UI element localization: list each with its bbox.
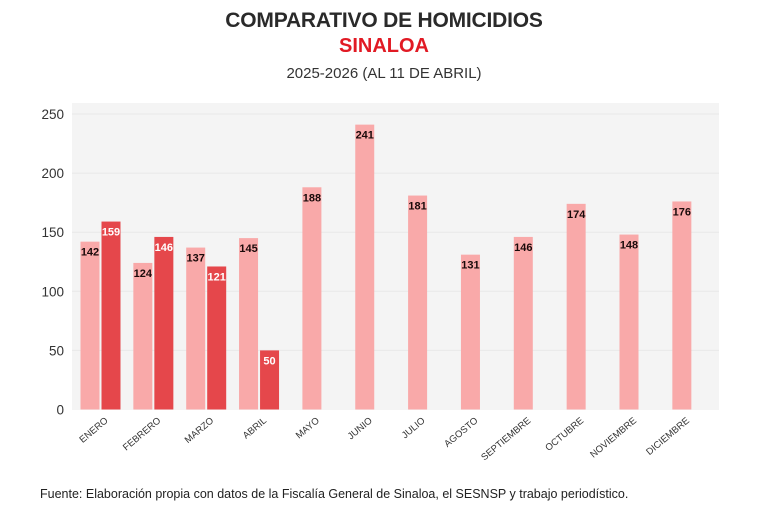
x-tick-label: JULIO	[400, 415, 428, 441]
data-label: 174	[567, 209, 586, 221]
bar-2025-diciembre	[672, 201, 692, 410]
data-label: 159	[102, 227, 120, 239]
bar-2025-junio	[355, 124, 375, 410]
data-label: 131	[461, 260, 479, 272]
bar-2025-noviembre	[619, 234, 639, 410]
bar-2025-abril	[239, 238, 259, 410]
data-label: 188	[303, 192, 321, 204]
data-label: 146	[155, 242, 173, 254]
bar-2025-enero	[80, 241, 100, 410]
x-tick-label: JUNIO	[346, 415, 375, 442]
data-label: 50	[263, 355, 275, 367]
bar-2025-agosto	[460, 254, 480, 410]
bar-2025-julio	[408, 195, 428, 410]
bar-2026-enero	[101, 221, 121, 410]
x-tick-label: SEPTIEMBRE	[479, 415, 533, 463]
x-tick-label: MARZO	[183, 415, 216, 445]
data-label: 121	[208, 271, 226, 283]
x-tick-label: AGOSTO	[442, 415, 480, 449]
gridlines	[72, 113, 719, 351]
data-label: 176	[673, 206, 691, 218]
x-tick-label: NOVIEMBRE	[588, 415, 639, 460]
bar-2026-febrero	[154, 236, 174, 410]
x-tick-label: OCTUBRE	[543, 415, 586, 453]
x-tick-label: FEBRERO	[121, 415, 163, 453]
x-axis: ENERO FEBRERO MARZO ABRIL MAYO JUNIO JULIO AGOS…	[77, 415, 691, 463]
y-tick-label: 200	[41, 166, 64, 181]
bar-2025-febrero	[133, 262, 153, 410]
bar-2026-abril	[260, 350, 280, 410]
chart-title: COMPARATIVO DE HOMICIDIOS	[225, 9, 543, 32]
bar-2025-octubre	[566, 203, 586, 410]
plot-background	[72, 103, 719, 410]
bar-2025-mayo	[302, 187, 322, 410]
y-axis: 0 50 100 150 200 250	[41, 107, 64, 418]
data-label: 137	[187, 253, 205, 265]
data-label: 145	[239, 243, 257, 255]
source-note: Fuente: Elaboración propia con datos de …	[40, 487, 629, 501]
data-label: 146	[514, 242, 532, 254]
y-tick-label: 100	[41, 284, 64, 299]
x-tick-label: DICIEMBRE	[644, 415, 692, 457]
data-label: 124	[134, 268, 153, 280]
bar-2025-septiembre	[513, 236, 533, 410]
chart-subtitle: SINALOA	[339, 35, 429, 57]
x-tick-label: ABRIL	[241, 415, 269, 441]
data-label: 241	[356, 130, 374, 142]
x-tick-label: ENERO	[77, 415, 110, 445]
bar-2026-marzo	[207, 266, 227, 410]
data-label: 181	[408, 201, 426, 213]
data-label: 142	[81, 247, 99, 259]
data-label: 148	[620, 240, 638, 252]
chart-period: 2025-2026 (AL 11 DE ABRIL)	[286, 65, 482, 82]
y-tick-label: 250	[41, 107, 64, 122]
bar-2025-marzo	[186, 247, 206, 410]
y-tick-label: 50	[49, 343, 64, 358]
y-tick-label: 0	[56, 403, 64, 418]
x-tick-label: MAYO	[294, 415, 322, 441]
bars	[80, 124, 692, 410]
y-tick-label: 150	[41, 225, 64, 240]
